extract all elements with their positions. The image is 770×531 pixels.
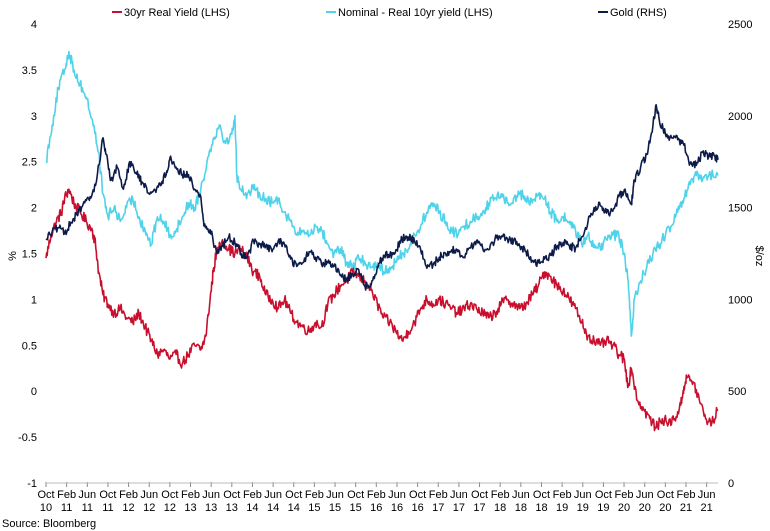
x-tick-label-year: 12 [164,502,176,514]
y-left-tick-label: 4 [31,19,37,31]
legend-label: Gold (RHS) [610,7,667,19]
series-line-2 [45,104,719,291]
x-tick-label-year: 17 [453,502,465,514]
y-right-tick-label: 2000 [728,111,752,123]
x-tick-label-month: Feb [243,489,262,501]
x-tick-label-month: Feb [553,489,572,501]
x-tick-label-year: 19 [556,502,568,514]
series-line-0 [45,188,719,432]
x-tick-label-year: 17 [473,502,485,514]
x-tick-label-year: 16 [370,502,382,514]
x-tick-label-month: Feb [305,489,324,501]
x-tick-label-year: 14 [288,502,300,514]
x-tick-label-month: Oct [223,489,240,501]
legend-label: Nominal - Real 10yr yield (LHS) [338,7,493,19]
x-tick-label-month: Feb [615,489,634,501]
x-tick-label-month: Jun [636,489,654,501]
y-right-tick-label: 1000 [728,294,752,306]
x-tick-label-year: 13 [205,502,217,514]
series-group [45,50,719,432]
y-left-tick-label: 0.5 [22,340,37,352]
y-left-tick-label: 3 [31,111,37,123]
y-left-tick-label: 1.5 [22,249,37,261]
x-tick-label-year: 14 [246,502,258,514]
x-tick-label-year: 17 [432,502,444,514]
x-tick-label-year: 20 [639,502,651,514]
x-tick-label-month: Oct [37,489,54,501]
x-tick-label-month: Jun [264,489,282,501]
x-tick-label-month: Feb [119,489,138,501]
x-tick-label-year: 14 [267,502,279,514]
y-left-tick-label: 1 [31,294,37,306]
x-tick-label-month: Feb [676,489,695,501]
y-right-tick-label: 500 [728,386,746,398]
y-right-tick-label: 2500 [728,19,752,31]
y-left-tick-label: 2.5 [22,157,37,169]
y-left-tick-label: 0 [31,386,37,398]
x-tick-label-month: Feb [491,489,510,501]
y-left-tick-label: -0.5 [18,432,37,444]
x-tick-label-year: 13 [184,502,196,514]
x-tick-label-month: Oct [347,489,364,501]
x-tick-label-year: 15 [329,502,341,514]
x-tick-label-year: 21 [701,502,713,514]
x-tick-label-month: Jun [326,489,344,501]
x-tick-label-year: 21 [680,502,692,514]
x-tick-label-month: Jun [78,489,96,501]
x-tick-label-month: Oct [409,489,426,501]
y-axis-right-label: $/oz [753,246,765,267]
x-tick-label-year: 11 [102,502,113,514]
series-line-1 [45,50,719,337]
x-tick-label-year: 16 [411,502,423,514]
x-tick-label-year: 12 [122,502,134,514]
x-tick-label-year: 18 [515,502,527,514]
x-tick-label-year: 11 [82,502,93,514]
y-left-tick-label: 3.5 [22,65,37,77]
x-tick-label-year: 13 [226,502,238,514]
x-tick-label-month: Oct [595,489,612,501]
x-tick-label-year: 15 [308,502,320,514]
x-tick-label-month: Feb [367,489,386,501]
y-left-tick-label: 2 [31,203,37,215]
x-tick-label-year: 11 [61,502,72,514]
x-tick-label-month: Jun [450,489,468,501]
x-tick-label-year: 10 [40,502,52,514]
x-tick-label-month: Jun [512,489,530,501]
x-tick-label-month: Oct [99,489,116,501]
axes: -1 -0.5 0 0.5 1 1.5 2 2.5 3 3.5 4 0 500 1000 1500 2000 2… [18,19,752,514]
x-tick-label-month: Oct [161,489,178,501]
y-right-tick-label: 1500 [728,203,752,215]
x-tick-label-year: 20 [618,502,630,514]
legend: 30yr Real Yield (LHS) Nominal - Real 10yr… [112,7,667,19]
legend-label: 30yr Real Yield (LHS) [124,7,230,19]
x-tick-label-year: 16 [391,502,403,514]
x-tick-label-year: 18 [535,502,547,514]
x-tick-label-year: 15 [350,502,362,514]
x-tick-label-month: Feb [57,489,76,501]
x-tick-label-month: Jun [388,489,406,501]
y-axis-left-label: % [7,251,19,261]
x-tick-label-month: Oct [657,489,674,501]
x-tick-label-month: Jun [574,489,592,501]
x-tick-label-month: Feb [429,489,448,501]
x-tick-label-year: 18 [494,502,506,514]
x-tick-label-year: 19 [597,502,609,514]
x-tick-label-year: 12 [143,502,155,514]
source-note: Source: Bloomberg [2,518,96,530]
x-tick-label-month: Jun [202,489,220,501]
y-right-tick-label: 0 [728,478,734,490]
x-tick-label-year: 20 [659,502,671,514]
x-tick-label-month: Oct [533,489,550,501]
x-tick-label-month: Oct [285,489,302,501]
x-tick-label-month: Feb [181,489,200,501]
x-tick-label-month: Jun [698,489,716,501]
x-tick-label-month: Oct [471,489,488,501]
x-tick-label-month: Jun [140,489,158,501]
x-tick-label-year: 19 [577,502,589,514]
y-left-tick-label: -1 [27,478,37,490]
